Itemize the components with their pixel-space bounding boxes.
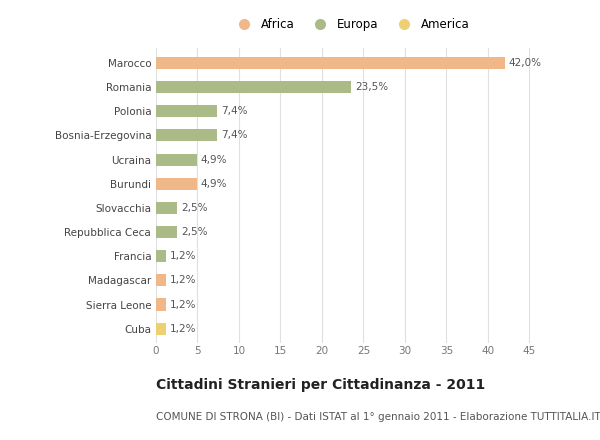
Text: 7,4%: 7,4% xyxy=(221,130,248,140)
Text: 1,2%: 1,2% xyxy=(170,324,197,334)
Bar xyxy=(156,105,217,117)
Legend: Africa, Europa, America: Africa, Europa, America xyxy=(230,16,472,34)
Bar xyxy=(156,154,197,165)
Bar xyxy=(156,57,505,69)
Text: 2,5%: 2,5% xyxy=(181,203,208,213)
Bar xyxy=(156,323,166,335)
Bar xyxy=(156,250,166,262)
Text: 1,2%: 1,2% xyxy=(170,300,197,309)
Text: COMUNE DI STRONA (BI) - Dati ISTAT al 1° gennaio 2011 - Elaborazione TUTTITALIA.: COMUNE DI STRONA (BI) - Dati ISTAT al 1°… xyxy=(156,412,600,422)
Text: 42,0%: 42,0% xyxy=(509,58,542,68)
Text: Cittadini Stranieri per Cittadinanza - 2011: Cittadini Stranieri per Cittadinanza - 2… xyxy=(156,378,485,392)
Text: 23,5%: 23,5% xyxy=(355,82,388,92)
Text: 4,9%: 4,9% xyxy=(201,154,227,165)
Bar xyxy=(156,274,166,286)
Text: 7,4%: 7,4% xyxy=(221,106,248,116)
Text: 1,2%: 1,2% xyxy=(170,275,197,286)
Text: 1,2%: 1,2% xyxy=(170,251,197,261)
Text: 4,9%: 4,9% xyxy=(201,179,227,189)
Bar xyxy=(156,298,166,311)
Bar xyxy=(156,178,197,190)
Bar xyxy=(156,81,351,93)
Bar xyxy=(156,226,177,238)
Bar xyxy=(156,202,177,214)
Bar xyxy=(156,129,217,141)
Text: 2,5%: 2,5% xyxy=(181,227,208,237)
